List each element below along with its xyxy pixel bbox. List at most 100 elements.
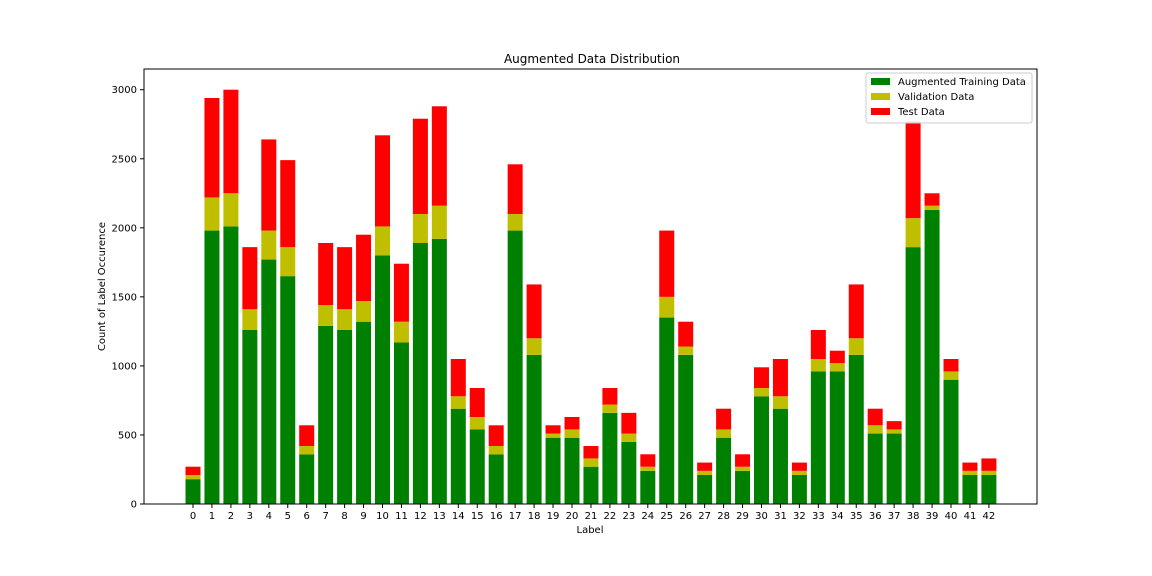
bar-training-29 [735, 470, 751, 504]
bar-validation-24 [640, 466, 656, 471]
bar-validation-3 [242, 309, 258, 330]
bar-validation-23 [621, 433, 637, 442]
bar-validation-42 [981, 470, 997, 475]
bar-training-17 [507, 230, 523, 504]
bar-test-31 [772, 359, 788, 397]
bar-training-5 [280, 276, 296, 504]
bar-training-15 [469, 429, 485, 504]
bar-validation-30 [754, 388, 769, 397]
bar-test-26 [678, 321, 694, 347]
bar-validation-17 [507, 214, 523, 231]
bar-test-8 [337, 247, 353, 310]
bar-test-40 [943, 359, 959, 372]
bar-training-28 [716, 437, 732, 504]
x-tick-label: 1 [209, 511, 215, 522]
bar-training-36 [867, 433, 883, 504]
x-tick-label: 22 [604, 511, 617, 522]
bar-validation-19 [545, 433, 561, 438]
bar-training-38 [905, 247, 921, 504]
bar-training-31 [772, 408, 788, 504]
bar-test-2 [223, 89, 239, 194]
bar-validation-32 [791, 470, 807, 475]
bar-test-30 [754, 367, 769, 388]
x-tick-label: 30 [755, 511, 768, 522]
x-tick-label: 17 [509, 511, 522, 522]
x-tick-label: 32 [793, 511, 806, 522]
bar-test-41 [962, 462, 978, 471]
bar-training-26 [678, 354, 694, 504]
bar-validation-40 [943, 371, 959, 380]
bar-validation-1 [204, 197, 220, 231]
bar-validation-2 [223, 193, 239, 227]
bar-test-39 [924, 193, 940, 206]
bar-training-16 [488, 454, 504, 504]
bar-test-0 [185, 466, 201, 475]
legend-label-test: Test Data [897, 107, 945, 118]
bar-test-20 [564, 417, 580, 430]
x-tick-label: 14 [452, 511, 465, 522]
x-tick-label: 10 [376, 511, 389, 522]
bar-test-27 [697, 462, 713, 471]
bar-test-11 [393, 263, 409, 322]
bar-test-17 [507, 164, 523, 214]
x-tick-label: 2 [228, 511, 234, 522]
bar-training-14 [450, 408, 466, 504]
bar-test-35 [848, 284, 864, 339]
bar-validation-21 [583, 458, 599, 467]
bar-validation-25 [659, 296, 675, 318]
x-tick-label: 35 [850, 511, 863, 522]
bar-test-22 [602, 388, 618, 405]
x-tick-label: 29 [736, 511, 749, 522]
bar-validation-26 [678, 346, 694, 355]
legend-frame [865, 72, 1033, 124]
x-tick-label: 9 [360, 511, 366, 522]
bar-test-38 [905, 121, 921, 219]
bar-validation-15 [469, 417, 485, 430]
bar-validation-14 [450, 396, 466, 409]
x-tick-label: 28 [717, 511, 730, 522]
plot-frame [143, 68, 1038, 505]
bar-test-19 [545, 425, 561, 434]
x-tick-label: 7 [322, 511, 328, 522]
bar-validation-41 [962, 470, 978, 475]
bar-training-12 [412, 243, 428, 504]
bar-training-37 [886, 433, 902, 504]
bar-training-39 [924, 209, 940, 505]
x-tick-label: 33 [812, 511, 825, 522]
x-tick-label: 37 [888, 511, 901, 522]
bar-training-10 [375, 255, 390, 504]
bar-training-1 [204, 230, 220, 504]
bar-training-11 [393, 342, 409, 504]
bar-validation-8 [337, 309, 353, 330]
bar-validation-13 [431, 205, 447, 239]
x-tick-label: 25 [660, 511, 673, 522]
x-tick-label: 4 [266, 511, 272, 522]
bar-test-25 [659, 230, 675, 297]
bar-validation-36 [867, 425, 883, 434]
bar-training-13 [431, 238, 447, 505]
bar-validation-7 [318, 305, 334, 326]
legend-label-validation: Validation Data [898, 92, 974, 103]
bar-validation-28 [716, 429, 732, 438]
x-tick-label: 34 [831, 511, 844, 522]
bar-test-24 [640, 454, 656, 467]
bars-layer [185, 89, 997, 505]
x-tick-label: 20 [566, 511, 579, 522]
bar-test-13 [431, 106, 447, 206]
y-tick-label: 2500 [112, 154, 137, 165]
legend: Augmented Training Data Validation Data … [865, 72, 1033, 124]
bar-validation-31 [772, 396, 788, 409]
x-axis-title: Label [577, 525, 604, 536]
bar-training-0 [185, 479, 201, 504]
x-tick-label: 18 [528, 511, 541, 522]
bar-test-34 [829, 350, 845, 364]
x-tick-label: 36 [869, 511, 882, 522]
bar-test-32 [791, 462, 807, 471]
legend-swatch-validation [871, 93, 890, 100]
bar-test-12 [412, 118, 428, 214]
bar-training-34 [829, 371, 845, 504]
bar-validation-38 [905, 218, 921, 248]
bar-training-22 [602, 412, 618, 504]
bar-test-14 [450, 359, 466, 397]
